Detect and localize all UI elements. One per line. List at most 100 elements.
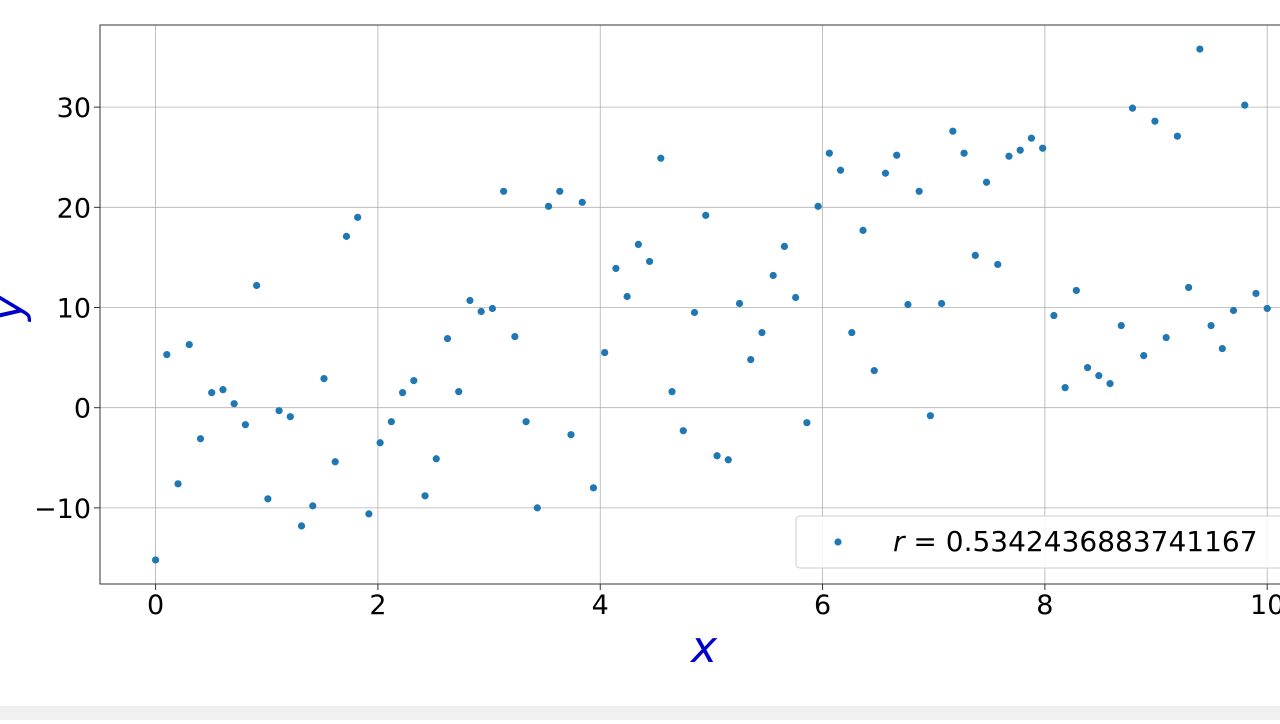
data-point: [151, 556, 160, 564]
x-tick-label: 10: [1250, 590, 1280, 621]
data-point: [1218, 344, 1226, 353]
data-point: [1117, 321, 1125, 330]
data-point: [1039, 144, 1047, 152]
data-point: [1207, 321, 1215, 330]
data-point: [1252, 289, 1260, 298]
data-point: [511, 332, 519, 341]
data-point: [174, 480, 182, 488]
data-point: [589, 484, 598, 492]
data-point: [657, 154, 665, 162]
data-point: [219, 386, 227, 394]
data-point: [702, 211, 710, 219]
legend-label-rest: = 0.5342436883741167: [905, 525, 1258, 558]
y-tick-label: 30: [57, 93, 91, 124]
data-point: [1083, 364, 1092, 372]
x-tick-label: 4: [592, 590, 609, 621]
legend-label-italic: r: [893, 525, 906, 558]
y-tick-label: 20: [57, 193, 91, 224]
data-point: [938, 299, 946, 308]
data-point: [623, 292, 631, 301]
data-point: [309, 502, 317, 510]
data-point: [1185, 283, 1193, 292]
data-point: [1229, 306, 1238, 315]
data-point: [904, 300, 912, 309]
data-point: [500, 187, 508, 195]
data-point: [1005, 152, 1013, 160]
data-point: [1196, 45, 1204, 53]
data-point: [1263, 304, 1271, 313]
data-point: [398, 389, 407, 397]
data-point: [410, 377, 418, 385]
data-point: [780, 242, 789, 250]
data-point: [679, 427, 687, 435]
data-point: [1095, 372, 1103, 380]
y-tick-label: 0: [74, 394, 91, 425]
data-point: [522, 418, 530, 426]
data-point: [668, 388, 676, 396]
data-point: [825, 149, 833, 157]
data-point: [286, 413, 294, 421]
data-points: [151, 45, 1271, 564]
data-point: [1241, 101, 1249, 109]
data-point: [612, 264, 620, 273]
data-point: [1106, 380, 1114, 388]
data-point: [994, 260, 1002, 269]
data-point: [578, 198, 586, 206]
data-point: [253, 281, 261, 290]
grid-lines: [100, 25, 1280, 584]
x-tick-label: 2: [369, 590, 386, 621]
data-point: [915, 187, 923, 195]
plot-frame: [99, 24, 1280, 585]
data-point: [982, 178, 991, 186]
bottom-strip: [0, 706, 1280, 720]
data-point: [1072, 286, 1080, 295]
data-point: [1173, 132, 1181, 140]
data-point: [1016, 146, 1024, 154]
data-point: [1151, 117, 1159, 125]
data-point: [533, 504, 541, 512]
data-point: [264, 495, 272, 503]
data-point: [758, 328, 766, 337]
data-point: [792, 293, 800, 302]
data-point: [1027, 134, 1036, 142]
data-point: [971, 251, 979, 260]
legend-label: r = 0.5342436883741167: [893, 525, 1258, 558]
data-point: [747, 355, 755, 364]
data-point: [387, 418, 395, 426]
data-point: [567, 431, 575, 439]
data-point: [926, 412, 934, 420]
data-point: [893, 151, 901, 159]
data-point: [488, 304, 497, 313]
data-point: [870, 367, 878, 375]
axis-ticks: 0 2 4 6 8 10 −10 0 10 20 30: [34, 93, 1280, 621]
legend: r = 0.5342436883741167: [795, 515, 1280, 569]
data-point: [544, 202, 553, 210]
data-point: [1162, 333, 1170, 342]
data-point: [230, 400, 238, 408]
data-point: [196, 435, 205, 443]
data-point: [735, 299, 744, 308]
y-tick-label: −10: [34, 494, 91, 525]
x-tick-label: 0: [147, 590, 164, 621]
data-point: [713, 452, 721, 460]
data-point: [690, 308, 699, 317]
data-point: [881, 169, 890, 177]
data-point: [1128, 104, 1137, 112]
data-point: [275, 407, 283, 415]
data-point: [848, 328, 856, 337]
data-point: [466, 296, 474, 305]
data-point: [455, 388, 463, 396]
data-point: [859, 226, 867, 234]
legend-marker: [834, 538, 842, 546]
data-point: [836, 166, 845, 174]
data-point: [320, 375, 328, 383]
data-point: [365, 510, 373, 518]
data-point: [163, 350, 171, 359]
data-point: [1140, 351, 1148, 360]
data-point: [1061, 384, 1069, 392]
data-point: [443, 334, 452, 343]
data-point: [331, 458, 339, 466]
data-point: [1050, 311, 1058, 320]
